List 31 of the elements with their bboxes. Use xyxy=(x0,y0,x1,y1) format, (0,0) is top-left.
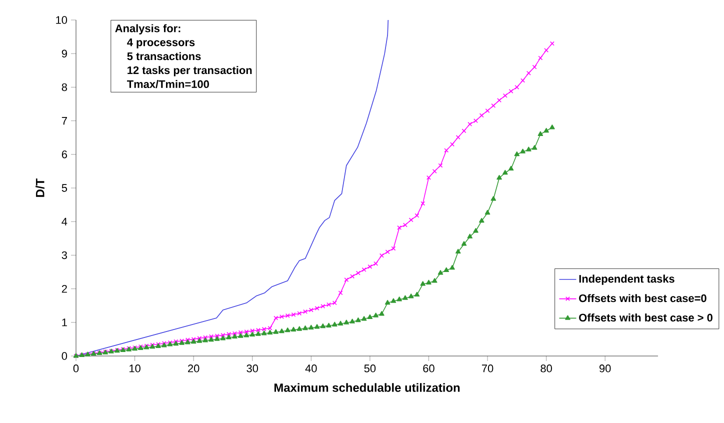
y-tick-label: 5 xyxy=(62,184,68,192)
x-tick-label: 40 xyxy=(305,364,317,372)
x-tick-label: 70 xyxy=(482,364,494,372)
annotation: 4 processors xyxy=(127,38,195,48)
x-tick-label: 80 xyxy=(540,364,552,372)
legend-label: Offsets with best case > 0 xyxy=(579,313,712,322)
annotation: 12 tasks per transaction xyxy=(128,66,252,76)
y-tick-label: 7 xyxy=(62,117,67,125)
annotation: Tmax/Tmin=100 xyxy=(127,80,209,88)
y-tick-label: 2 xyxy=(62,284,67,293)
x-tick-label: 0 xyxy=(73,364,79,372)
y-tick-label: 3 xyxy=(62,251,67,260)
x-tick-label: 90 xyxy=(600,364,611,372)
y-tick-label: 10 xyxy=(56,16,68,24)
y-axis-title: D/T xyxy=(36,178,44,197)
x-tick-label: 20 xyxy=(188,364,200,372)
y-tick-label: 8 xyxy=(62,83,67,92)
x-tick-label: 30 xyxy=(246,364,258,372)
y-tick-label: 9 xyxy=(62,50,67,58)
annotation: 5 transactions xyxy=(127,52,201,60)
legend-label: Offsets with best case=0 xyxy=(579,294,706,302)
legend-label: Independent tasks xyxy=(579,274,674,285)
x-tick-label: 50 xyxy=(364,364,376,372)
y-tick-label: 1 xyxy=(62,318,67,326)
y-tick-label: 4 xyxy=(62,218,68,226)
x-axis-title: Maximum schedulable utilization xyxy=(274,383,460,392)
y-tick-label: 0 xyxy=(62,352,68,360)
x-tick-label: 60 xyxy=(423,364,434,372)
y-tick-label: 6 xyxy=(62,150,67,158)
x-tick-label: 10 xyxy=(130,364,140,372)
annotation: Analysis for: xyxy=(115,24,180,34)
